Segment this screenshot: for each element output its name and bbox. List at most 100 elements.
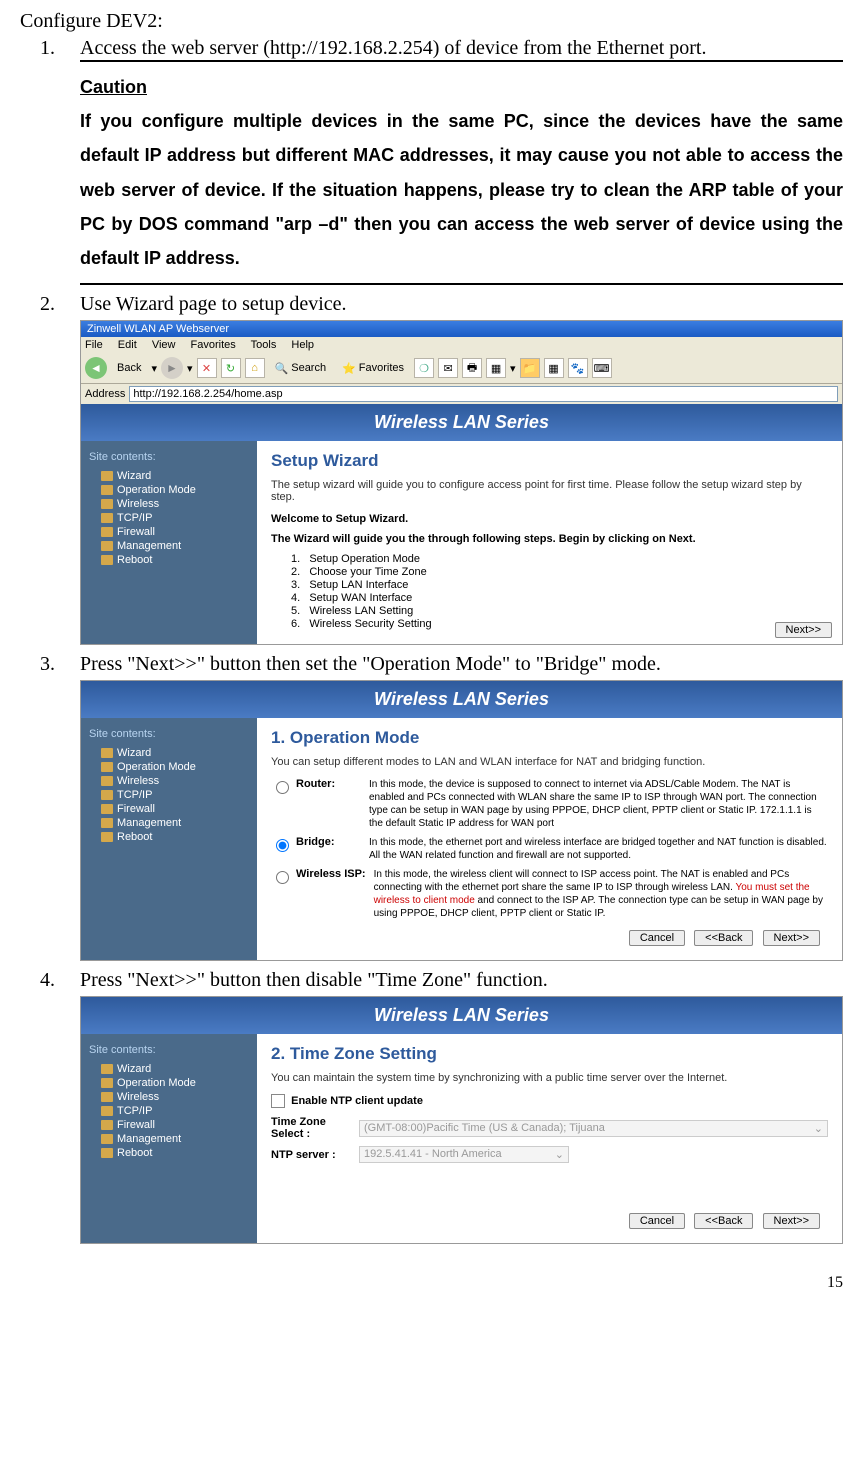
favorites-button[interactable]: ⭐ Favorites bbox=[336, 360, 410, 377]
back-button[interactable]: <<Back bbox=[694, 1213, 753, 1229]
sidebar-item-opmode[interactable]: Operation Mode bbox=[89, 1076, 249, 1090]
cancel-button[interactable]: Cancel bbox=[629, 1213, 685, 1229]
next-button[interactable]: Next>> bbox=[763, 1213, 820, 1229]
sidebar-title: Site contents: bbox=[89, 451, 249, 463]
sidebar-item-management[interactable]: Management bbox=[89, 1132, 249, 1146]
banner: Wireless LAN Series bbox=[81, 404, 842, 441]
ie-menubar: File Edit View Favorites Tools Help bbox=[81, 337, 842, 353]
folder-icon bbox=[101, 471, 113, 481]
sidebar-item-wireless[interactable]: Wireless bbox=[89, 774, 249, 788]
address-label: Address bbox=[85, 388, 125, 400]
banner: Wireless LAN Series bbox=[81, 681, 842, 718]
ntp-enable-row[interactable]: Enable NTP client update bbox=[271, 1094, 828, 1108]
dropdown-icon[interactable]: ▾ bbox=[151, 362, 157, 375]
tz-title: 2. Time Zone Setting bbox=[271, 1044, 828, 1064]
tz-select[interactable]: (GMT-08:00)Pacific Time (US & Canada); T… bbox=[359, 1120, 828, 1137]
sidebar-item-tcpip[interactable]: TCP/IP bbox=[89, 788, 249, 802]
folder-button[interactable]: 📁 bbox=[520, 358, 540, 378]
folder-icon bbox=[101, 832, 113, 842]
back-button[interactable]: ◄ bbox=[85, 357, 107, 379]
screenshot-timezone: Wireless LAN Series Site contents: Wizar… bbox=[80, 996, 843, 1244]
sidebar-item-opmode[interactable]: Operation Mode bbox=[89, 483, 249, 497]
sidebar-item-reboot[interactable]: Reboot bbox=[89, 1146, 249, 1160]
folder-icon bbox=[101, 1148, 113, 1158]
sidebar-item-wireless[interactable]: Wireless bbox=[89, 497, 249, 511]
misc-button[interactable]: ▦ bbox=[486, 358, 506, 378]
tz-desc: You can maintain the system time by sync… bbox=[271, 1072, 828, 1084]
page-number: 15 bbox=[20, 1274, 843, 1292]
print-button[interactable]: 🖶 bbox=[462, 358, 482, 378]
mail-button[interactable]: ✉ bbox=[438, 358, 458, 378]
menu-favorites[interactable]: Favorites bbox=[191, 339, 236, 351]
ntp-checkbox[interactable] bbox=[271, 1094, 285, 1108]
kbd-icon[interactable]: ⌨ bbox=[592, 358, 612, 378]
wizard-title: Setup Wizard bbox=[271, 451, 828, 471]
chevron-down-icon: ⌄ bbox=[555, 1148, 564, 1161]
folder-icon bbox=[101, 790, 113, 800]
menu-view[interactable]: View bbox=[152, 339, 176, 351]
sidebar: Site contents: Wizard Operation Mode Wir… bbox=[81, 718, 257, 960]
folder-icon bbox=[101, 499, 113, 509]
folder-icon bbox=[101, 804, 113, 814]
opmode-desc: You can setup different modes to LAN and… bbox=[271, 756, 828, 768]
history-button[interactable]: ❍ bbox=[414, 358, 434, 378]
step-2-text: Use Wizard page to setup device. bbox=[80, 293, 347, 315]
content-wizard: Setup Wizard The setup wizard will guide… bbox=[257, 441, 842, 644]
step-4: Press "Next>>" button then disable "Time… bbox=[60, 969, 843, 1244]
cancel-button[interactable]: Cancel bbox=[629, 930, 685, 946]
search-button[interactable]: 🔍 Search bbox=[269, 360, 333, 377]
home-button[interactable]: ⌂ bbox=[245, 358, 265, 378]
sidebar-item-firewall[interactable]: Firewall bbox=[89, 802, 249, 816]
sidebar-item-firewall[interactable]: Firewall bbox=[89, 525, 249, 539]
sidebar-item-reboot[interactable]: Reboot bbox=[89, 553, 249, 567]
wizard-desc: The setup wizard will guide you to confi… bbox=[271, 479, 828, 503]
dropdown-icon[interactable]: ▾ bbox=[510, 362, 516, 375]
ntp-server-label: NTP server : bbox=[271, 1149, 351, 1161]
ie-titlebar: Zinwell WLAN AP Webserver bbox=[81, 321, 842, 337]
back-button[interactable]: <<Back bbox=[694, 930, 753, 946]
sidebar-title: Site contents: bbox=[89, 1044, 249, 1056]
sidebar-item-opmode[interactable]: Operation Mode bbox=[89, 760, 249, 774]
bridge-radio[interactable]: Bridge: bbox=[271, 836, 361, 862]
menu-tools[interactable]: Tools bbox=[251, 339, 277, 351]
content-opmode: 1. Operation Mode You can setup differen… bbox=[257, 718, 842, 960]
extra-button[interactable]: ▦ bbox=[544, 358, 564, 378]
menu-help[interactable]: Help bbox=[291, 339, 314, 351]
wisp-radio[interactable]: Wireless ISP: bbox=[271, 868, 366, 920]
wizard-instr: The Wizard will guide you the through fo… bbox=[271, 533, 828, 545]
ntp-select[interactable]: 192.5.41.41 - North America ⌄ bbox=[359, 1146, 569, 1163]
sidebar-item-tcpip[interactable]: TCP/IP bbox=[89, 511, 249, 525]
sidebar-item-management[interactable]: Management bbox=[89, 816, 249, 830]
router-radio-input[interactable] bbox=[276, 781, 289, 794]
sidebar-item-firewall[interactable]: Firewall bbox=[89, 1118, 249, 1132]
sidebar-item-wizard[interactable]: Wizard bbox=[89, 469, 249, 483]
router-radio[interactable]: Router: bbox=[271, 778, 361, 830]
sidebar-item-wizard[interactable]: Wizard bbox=[89, 746, 249, 760]
sidebar-item-wizard[interactable]: Wizard bbox=[89, 1062, 249, 1076]
menu-edit[interactable]: Edit bbox=[118, 339, 137, 351]
forward-button[interactable]: ► bbox=[161, 357, 183, 379]
step-1: Access the web server (http://192.168.2.… bbox=[60, 37, 843, 285]
bridge-radio-input[interactable] bbox=[276, 839, 289, 852]
sidebar: Site contents: Wizard Operation Mode Wir… bbox=[81, 441, 257, 644]
refresh-button[interactable]: ↻ bbox=[221, 358, 241, 378]
router-desc: In this mode, the device is supposed to … bbox=[369, 778, 828, 830]
folder-icon bbox=[101, 762, 113, 772]
wizard-steps-list: 1. Setup Operation Mode 2. Choose your T… bbox=[271, 553, 828, 630]
back-label[interactable]: Back bbox=[111, 360, 147, 376]
next-button[interactable]: Next>> bbox=[775, 622, 832, 638]
address-input[interactable] bbox=[129, 386, 838, 402]
menu-file[interactable]: File bbox=[85, 339, 103, 351]
paw-icon[interactable]: 🐾 bbox=[568, 358, 588, 378]
wizard-welcome: Welcome to Setup Wizard. bbox=[271, 513, 828, 525]
sidebar-item-reboot[interactable]: Reboot bbox=[89, 830, 249, 844]
sidebar-item-management[interactable]: Management bbox=[89, 539, 249, 553]
screenshot-opmode: Wireless LAN Series Site contents: Wizar… bbox=[80, 680, 843, 961]
wisp-radio-input[interactable] bbox=[276, 871, 289, 884]
next-button[interactable]: Next>> bbox=[763, 930, 820, 946]
folder-icon bbox=[101, 527, 113, 537]
folder-icon bbox=[101, 1064, 113, 1074]
stop-button[interactable]: ✕ bbox=[197, 358, 217, 378]
sidebar-item-tcpip[interactable]: TCP/IP bbox=[89, 1104, 249, 1118]
sidebar-item-wireless[interactable]: Wireless bbox=[89, 1090, 249, 1104]
